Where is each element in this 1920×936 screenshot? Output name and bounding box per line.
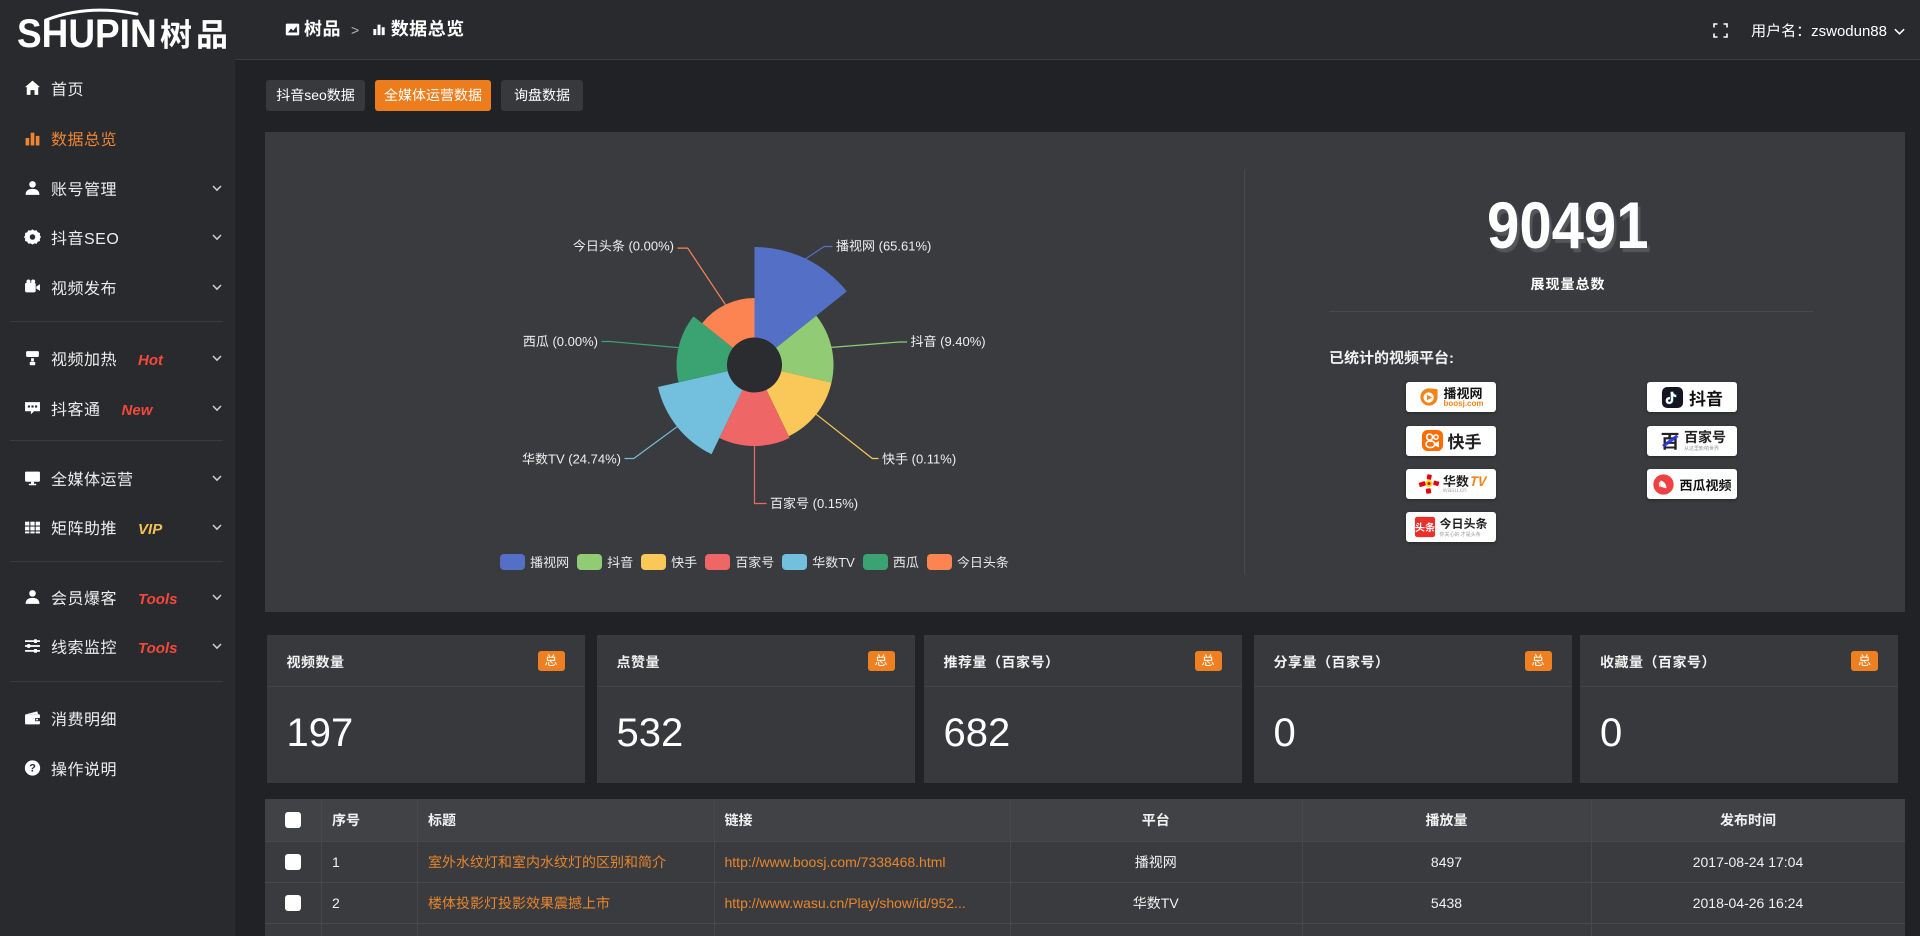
- svg-text:头条: 头条: [1415, 520, 1435, 535]
- svg-text:今日头条 (0.00%): 今日头条 (0.00%): [573, 239, 674, 254]
- svg-text:播视网 (65.61%): 播视网 (65.61%): [836, 239, 931, 254]
- svg-text:百家号 (0.15%): 百家号 (0.15%): [770, 496, 858, 511]
- svg-text:?: ?: [29, 763, 36, 775]
- svg-text:快手 (0.11%): 快手 (0.11%): [882, 451, 956, 466]
- svg-text:抖音 (9.40%): 抖音 (9.40%): [911, 334, 986, 349]
- svg-text:华数TV (24.74%): 华数TV (24.74%): [522, 451, 621, 466]
- svg-text:西瓜 (0.00%): 西瓜 (0.00%): [523, 334, 598, 349]
